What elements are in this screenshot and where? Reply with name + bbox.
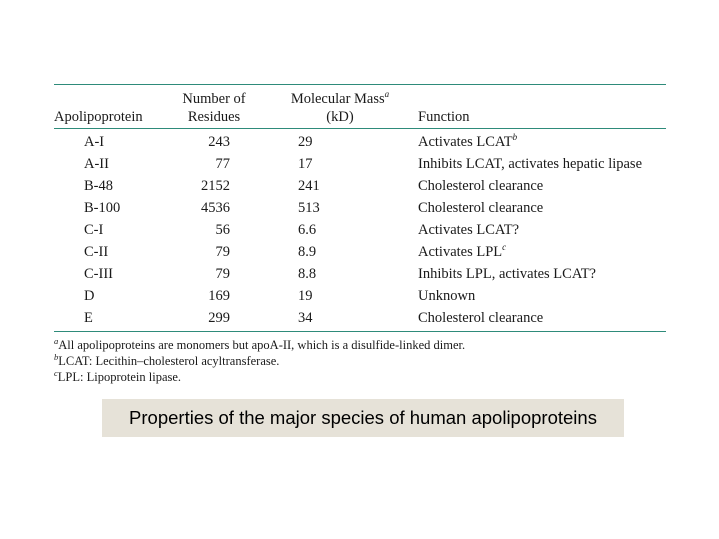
table-row: C-II 79 8.9 Activates LPLc	[54, 241, 666, 263]
cell-function: Inhibits LCAT, activates hepatic lipase	[418, 153, 642, 175]
table-header-rule	[54, 128, 666, 129]
cell-function-text: Activates LCAT	[418, 134, 513, 150]
cell-apolipoprotein: C-I	[84, 222, 104, 238]
cell-apolipoprotein: D	[84, 288, 95, 304]
cell-apolipoprotein: A-I	[84, 134, 105, 150]
cell-residues: 299	[208, 310, 230, 326]
header-mass-text: Molecular Mass	[290, 91, 385, 107]
cell-function: Activates LCATb	[418, 131, 517, 153]
cell-apolipoprotein: A-II	[84, 156, 109, 172]
header-function: Function	[418, 109, 470, 125]
cell-function-text: Activates LPL	[418, 244, 503, 260]
cell-apolipoprotein: C-III	[84, 266, 113, 282]
cell-function: Inhibits LPL, activates LCAT?	[418, 263, 596, 285]
cell-molecular-mass: 8.9	[298, 244, 317, 260]
cell-apolipoprotein: E	[84, 310, 93, 326]
table-row: B-100 4536 513 Cholesterol clearance	[54, 197, 666, 219]
header-mass-line2: (kD)	[326, 109, 354, 125]
table-top-rule	[54, 84, 666, 85]
table-bottom-rule	[54, 331, 666, 332]
footnote-mark: a	[54, 336, 59, 346]
table-header: Apolipoprotein Number of Residues Molecu…	[54, 85, 666, 128]
header-residues-line2: Residues	[187, 109, 241, 125]
cell-molecular-mass: 34	[298, 310, 313, 326]
cell-residues: 243	[208, 134, 230, 150]
header-residues: Number of Residues	[173, 90, 255, 126]
cell-molecular-mass: 513	[298, 200, 320, 216]
table-row: E 299 34 Cholesterol clearance	[54, 307, 666, 329]
cell-function: Cholesterol clearance	[418, 307, 543, 329]
table-row: B-48 2152 241 Cholesterol clearance	[54, 175, 666, 197]
table-body: A-I 243 29 Activates LCATb A-II 77 17 Inhibits …	[54, 129, 666, 331]
table-row: C-I 56 6.6 Activates LCAT?	[54, 219, 666, 241]
cell-function-text: Unknown	[418, 288, 476, 304]
cell-residues: 2152	[201, 178, 230, 194]
cell-function-text: Inhibits LPL, activates LCAT?	[418, 266, 596, 282]
cell-molecular-mass: 17	[298, 156, 313, 172]
cell-residues: 77	[215, 156, 231, 172]
cell-function-text: Cholesterol clearance	[418, 178, 544, 194]
table-footnotes: aAll apolipoproteins are monomers but ap…	[54, 332, 666, 385]
footnote: aAll apolipoproteins are monomers but ap…	[54, 337, 666, 353]
cell-apolipoprotein: C-II	[84, 244, 109, 260]
header-molecular-mass: Molecular Massa (kD)	[280, 90, 400, 126]
cell-function: Cholesterol clearance	[418, 175, 543, 197]
cell-residues: 79	[215, 244, 231, 260]
cell-molecular-mass: 241	[298, 178, 320, 194]
header-mass-line1: Molecular Massa	[280, 90, 400, 108]
cell-apolipoprotein: B-100	[84, 200, 121, 216]
cell-function-footnote-mark: b	[512, 132, 518, 142]
apolipoprotein-table: Apolipoprotein Number of Residues Molecu…	[54, 84, 666, 385]
cell-function: Activates LCAT?	[418, 219, 519, 241]
footnote: bLCAT: Lecithin–cholesterol acyltransfer…	[54, 353, 666, 369]
cell-residues: 79	[215, 266, 231, 282]
cell-function-text: Cholesterol clearance	[418, 200, 544, 216]
cell-molecular-mass: 6.6	[298, 222, 317, 238]
cell-function-text: Cholesterol clearance	[418, 310, 544, 326]
cell-function: Unknown	[418, 285, 475, 307]
table-row: C-III 79 8.8 Inhibits LPL, activates LCAT?	[54, 263, 666, 285]
footnote-text: All apolipoproteins are monomers but apo…	[58, 338, 466, 352]
cell-function-text: Activates LCAT?	[418, 222, 520, 238]
cell-function: Activates LPLc	[418, 241, 506, 263]
cell-function-text: Inhibits LCAT, activates hepatic lipase	[418, 156, 643, 172]
cell-molecular-mass: 29	[298, 134, 313, 150]
header-mass-footnote-mark: a	[384, 89, 390, 99]
header-residues-line1: Number of	[182, 91, 246, 107]
cell-molecular-mass: 19	[298, 288, 313, 304]
footnote: cLPL: Lipoprotein lipase.	[54, 369, 666, 385]
table-row: D 169 19 Unknown	[54, 285, 666, 307]
table-row: A-I 243 29 Activates LCATb	[54, 131, 666, 153]
cell-residues: 4536	[201, 200, 230, 216]
cell-residues: 56	[215, 222, 231, 238]
slide-caption: Properties of the major species of human…	[102, 399, 624, 437]
cell-apolipoprotein: B-48	[84, 178, 113, 194]
cell-function-footnote-mark: c	[502, 242, 507, 252]
footnote-mark: c	[54, 368, 58, 378]
cell-function: Cholesterol clearance	[418, 197, 543, 219]
cell-molecular-mass: 8.8	[298, 266, 317, 282]
footnote-text: LPL: Lipoprotein lipase.	[57, 370, 182, 384]
footnote-mark: b	[54, 352, 59, 362]
table-row: A-II 77 17 Inhibits LCAT, activates hepatic…	[54, 153, 666, 175]
footnote-text: LCAT: Lecithin–cholesterol acyltransfera…	[58, 354, 280, 368]
cell-residues: 169	[208, 288, 230, 304]
header-apolipoprotein: Apolipoprotein	[54, 109, 143, 125]
